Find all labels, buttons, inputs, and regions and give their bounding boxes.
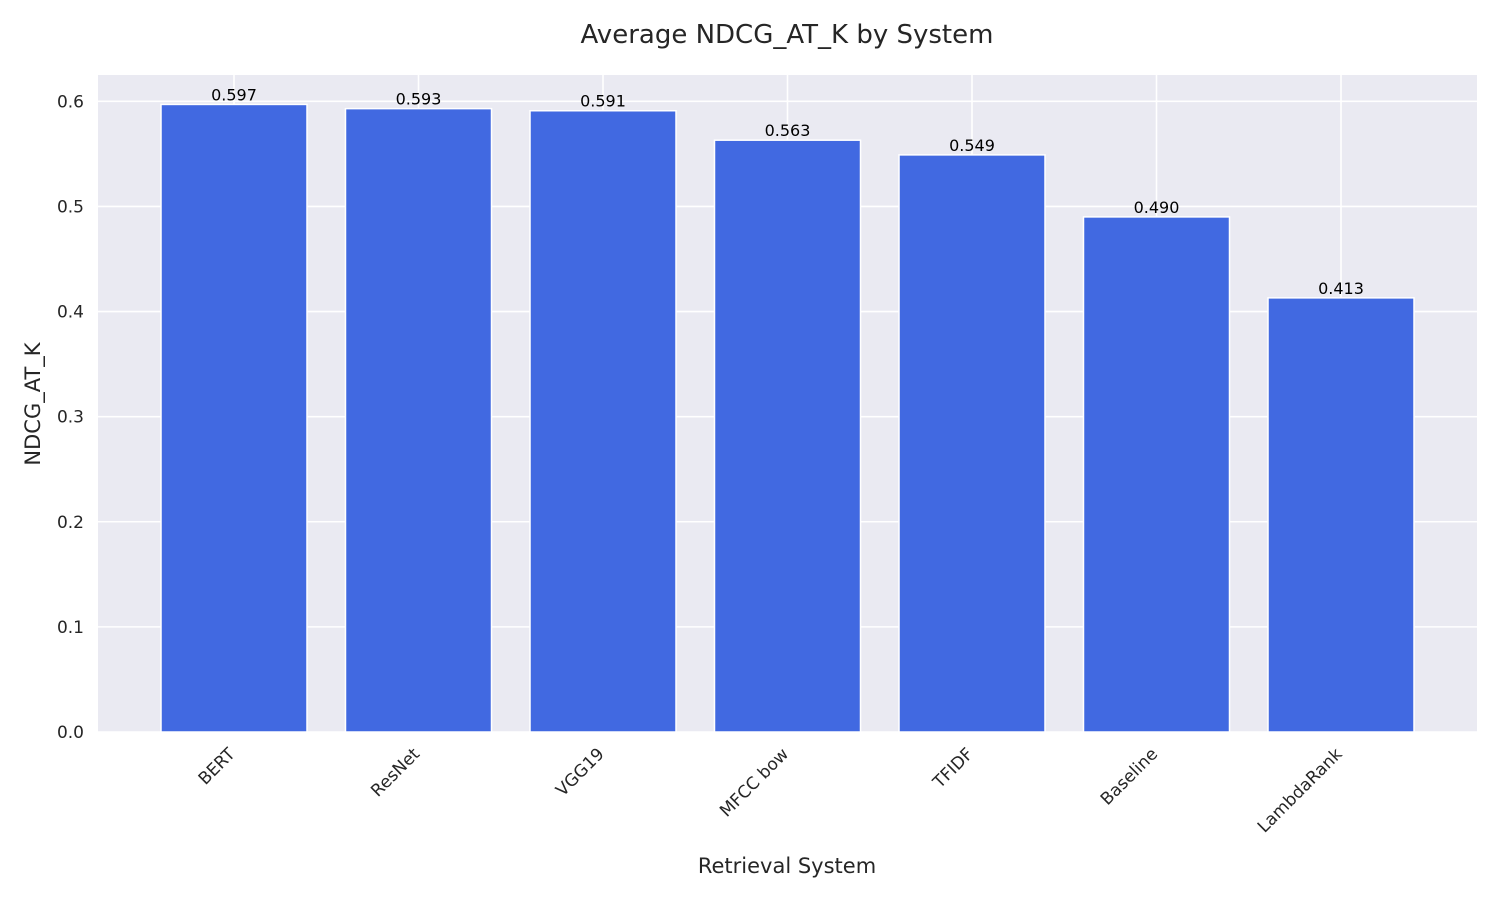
y-tick-label: 0.2 <box>57 513 84 533</box>
y-tick-label: 0.1 <box>57 618 84 638</box>
bar-value-label: 0.593 <box>396 90 442 109</box>
bar-vgg19 <box>529 109 677 733</box>
y-axis-label: NDCG_AT_K <box>21 341 46 465</box>
bar-value-label: 0.413 <box>1318 279 1364 298</box>
bars <box>160 103 1415 733</box>
chart-title: Average NDCG_AT_K by System <box>581 20 994 50</box>
bar-tfidf <box>898 154 1046 733</box>
x-tick-label: LambdaRank <box>1254 744 1347 837</box>
bar-resnet <box>344 107 493 733</box>
x-axis-ticks: BERT ResNet VGG19 MFCC bow TFIDF Baseline Lamb… <box>195 744 1347 837</box>
x-tick-label: Baseline <box>1097 744 1162 809</box>
y-tick-label: 0.5 <box>57 197 84 217</box>
x-tick-label: VGG19 <box>552 744 608 800</box>
bar-value-label: 0.597 <box>211 85 257 104</box>
bar-value-label: 0.490 <box>1134 198 1180 217</box>
bar-value-label: 0.549 <box>949 136 995 155</box>
x-tick-label: MFCC bow <box>716 744 793 821</box>
data-labels: 0.597 0.593 0.591 0.563 0.549 0.490 0.413 <box>211 85 1364 297</box>
y-tick-label: 0.6 <box>57 92 84 112</box>
bar-lambdarank <box>1267 297 1415 733</box>
y-axis-ticks: 0.0 0.1 0.2 0.3 0.4 0.5 0.6 <box>57 92 84 743</box>
bar-mfcc-bow <box>713 139 862 733</box>
bar-bert <box>160 103 308 733</box>
y-tick-label: 0.4 <box>57 303 84 323</box>
y-tick-label: 0.3 <box>57 408 84 428</box>
x-tick-label: TFIDF <box>929 744 978 793</box>
x-tick-label: BERT <box>195 744 240 789</box>
x-axis-label: Retrieval System <box>698 854 876 878</box>
bar-baseline <box>1082 216 1231 733</box>
bar-value-label: 0.591 <box>580 92 626 111</box>
bar-value-label: 0.563 <box>765 121 811 140</box>
x-tick-label: ResNet <box>367 744 424 801</box>
y-tick-label: 0.0 <box>57 723 84 743</box>
